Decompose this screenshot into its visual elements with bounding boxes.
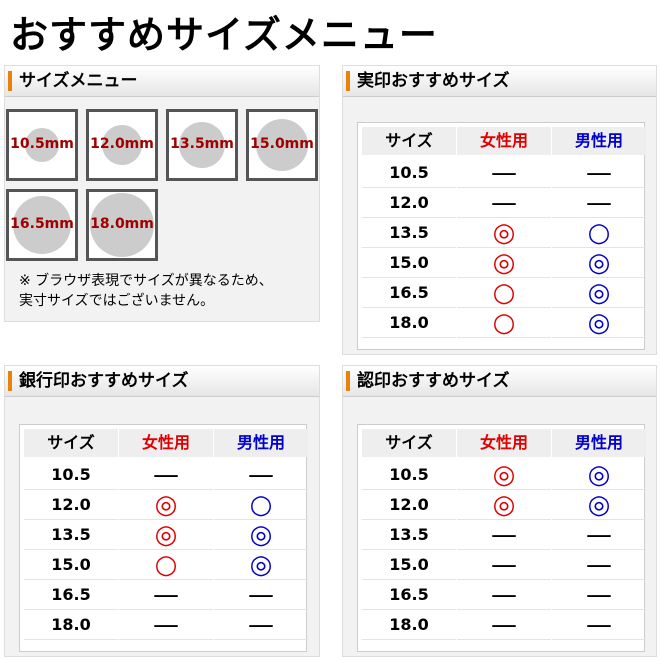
size-cell: 18.0 [362, 611, 456, 640]
panel-title: 銀行印おすすめサイズ [5, 366, 319, 397]
size-box: 12.0mm [86, 109, 158, 181]
size-box: 16.5mm [6, 189, 78, 261]
mark-cell: — [119, 611, 213, 640]
mark-cell: — [457, 159, 551, 188]
column-header: サイズ [362, 429, 456, 457]
size-cell: 18.0 [24, 611, 118, 640]
size-box: 18.0mm [86, 189, 158, 261]
mark-cell: — [552, 551, 646, 580]
size-circle [102, 125, 142, 165]
column-header: サイズ [362, 127, 456, 155]
recommend-panel: 認印おすすめサイズ サイズ 女性用 男性用 10.5 ◎ ◎ 12.0 ◎ ◎ 13.5— —15.0… [342, 365, 657, 657]
mark-cell: — [119, 461, 213, 490]
note-line: 実寸サイズではございません。 [19, 293, 215, 309]
mark-cell: ◎ [552, 249, 646, 278]
mark-cell: ◎ [457, 219, 551, 248]
column-header: 男性用 [214, 429, 308, 457]
mark-cell: — [214, 461, 308, 490]
mark-cell: ◎ [552, 491, 646, 520]
size-label: 18.0mm [90, 216, 154, 232]
size-circle [179, 122, 225, 168]
size-box: 10.5mm [6, 109, 78, 181]
size-label: 16.5mm [10, 216, 74, 232]
page-title: おすすめサイズメニュー [10, 13, 438, 57]
column-header: 男性用 [552, 127, 646, 155]
size-cell: 10.5 [362, 159, 456, 188]
mark-cell: ○ [214, 491, 308, 520]
size-box: 13.5mm [166, 109, 238, 181]
note: ※ ブラウザ表現でサイズが異なるため、 実寸サイズではございません。 [19, 271, 273, 311]
size-cell: 10.5 [362, 461, 456, 490]
size-box: 15.0mm [246, 109, 318, 181]
size-cell: 15.0 [24, 551, 118, 580]
size-label: 10.5mm [10, 136, 74, 152]
table: サイズ 女性用 男性用 10.5 ◎ ◎ 12.0 ◎ ◎ 13.5— —15.0— —16.5— —1… [357, 424, 646, 652]
size-cell: 13.5 [362, 219, 456, 248]
mark-cell: — [457, 611, 551, 640]
mark-cell: ○ [119, 551, 213, 580]
size-cell: 13.5 [362, 521, 456, 550]
mark-cell: — [214, 611, 308, 640]
size-circle [90, 193, 154, 257]
column-header: 女性用 [119, 429, 213, 457]
mark-cell: ○ [552, 219, 646, 248]
column-header: 女性用 [457, 127, 551, 155]
table: サイズ 女性用 男性用 10.5— —12.0— —13.5 ◎ ○ 15.0 ◎ ◎ 16.5 ○ ◎ 1… [357, 122, 646, 350]
size-circle [13, 196, 71, 254]
mark-cell: — [552, 189, 646, 218]
recommend-panel: 銀行印おすすめサイズ サイズ 女性用 男性用 10.5— —12.0 ◎ ○ 13.5 ◎ ◎ 15.… [4, 365, 320, 657]
mark-cell: — [552, 521, 646, 550]
mark-cell: ◎ [214, 551, 308, 580]
mark-cell: ○ [457, 279, 551, 308]
mark-cell: — [552, 611, 646, 640]
size-cell: 15.0 [362, 551, 456, 580]
panel-title: サイズメニュー [5, 66, 319, 97]
size-cell: 12.0 [362, 491, 456, 520]
size-circle [256, 119, 308, 171]
size-cell: 16.5 [24, 581, 118, 610]
mark-cell: — [552, 581, 646, 610]
size-label: 15.0mm [250, 136, 314, 152]
size-cell: 16.5 [362, 279, 456, 308]
column-header: 女性用 [457, 429, 551, 457]
panel-title: 認印おすすめサイズ [343, 366, 656, 397]
mark-cell: ◎ [214, 521, 308, 550]
size-cell: 13.5 [24, 521, 118, 550]
mark-cell: ◎ [552, 461, 646, 490]
mark-cell: — [457, 581, 551, 610]
size-cell: 10.5 [24, 461, 118, 490]
mark-cell: ◎ [457, 491, 551, 520]
size-cell: 12.0 [24, 491, 118, 520]
note-line: ※ ブラウザ表現でサイズが異なるため、 [19, 273, 273, 289]
mark-cell: ◎ [119, 491, 213, 520]
mark-cell: ◎ [552, 309, 646, 338]
mark-cell: ◎ [119, 521, 213, 550]
table: サイズ 女性用 男性用 10.5— —12.0 ◎ ○ 13.5 ◎ ◎ 15.0 ○ ◎ 16.5— —1… [19, 424, 308, 652]
mark-cell: ◎ [552, 279, 646, 308]
mark-cell: ◎ [457, 461, 551, 490]
size-menu-panel: サイズメニュー 10.5mm 12.0mm 13.5mm 15.0mm 16.5mm 18… [4, 65, 320, 322]
column-header: 男性用 [552, 429, 646, 457]
mark-cell: — [214, 581, 308, 610]
panel-title: 実印おすすめサイズ [343, 66, 656, 97]
size-cell: 12.0 [362, 189, 456, 218]
size-label: 12.0mm [90, 136, 154, 152]
mark-cell: — [457, 521, 551, 550]
mark-cell: ○ [457, 309, 551, 338]
mark-cell: — [457, 551, 551, 580]
mark-cell: — [119, 581, 213, 610]
recommend-panel: 実印おすすめサイズ サイズ 女性用 男性用 10.5— —12.0— —13.5 ◎ ○ 15.0… [342, 65, 657, 355]
mark-cell: — [457, 189, 551, 218]
size-cell: 18.0 [362, 309, 456, 338]
column-header: サイズ [24, 429, 118, 457]
mark-cell: ◎ [457, 249, 551, 278]
size-label: 13.5mm [170, 136, 234, 152]
size-cell: 16.5 [362, 581, 456, 610]
mark-cell: — [552, 159, 646, 188]
size-cell: 15.0 [362, 249, 456, 278]
size-circle [25, 128, 59, 162]
